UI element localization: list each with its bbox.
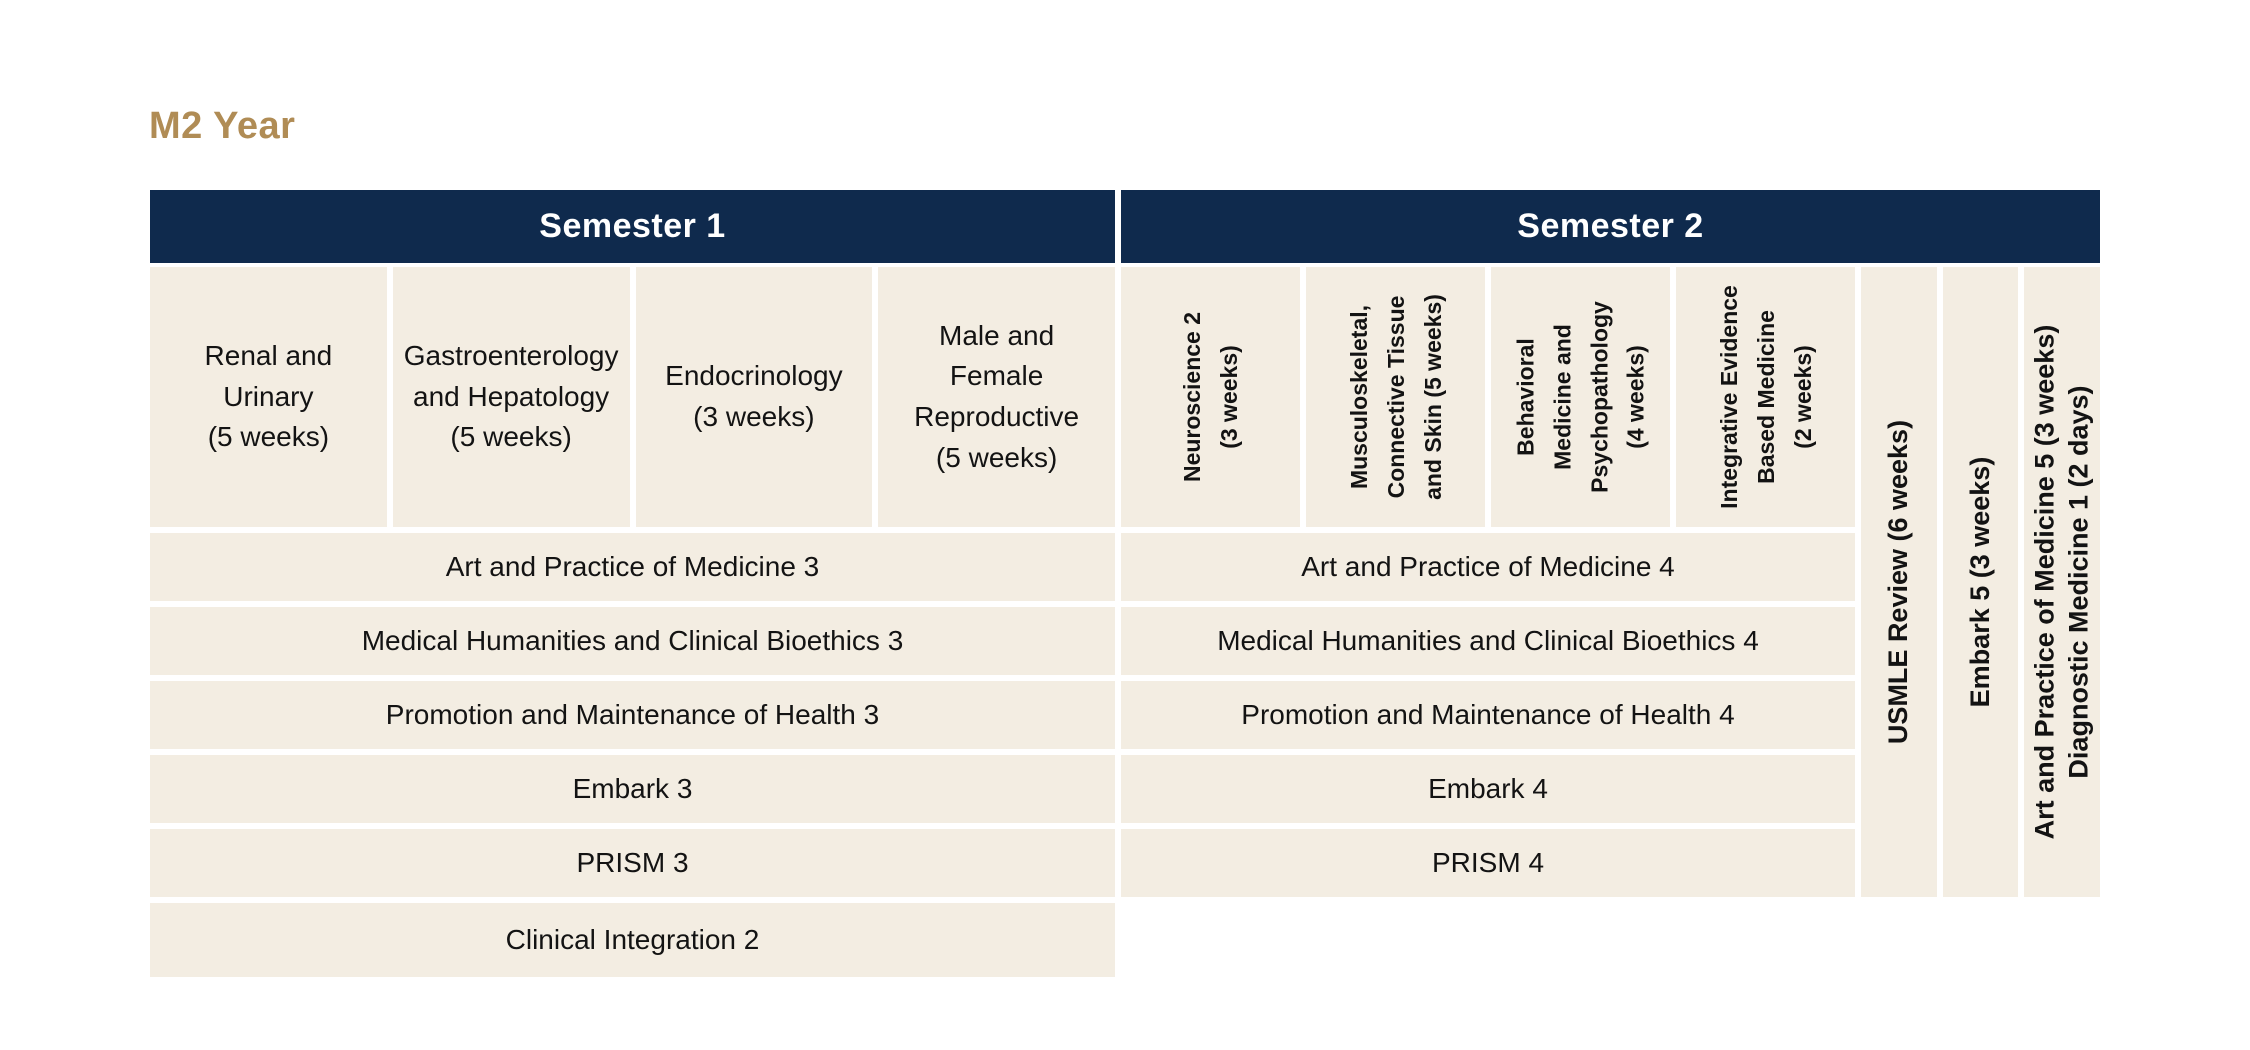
page-title: M2 Year bbox=[149, 105, 296, 147]
schedule-table: Semester 1 Renal and Urinary (5 weeks) G… bbox=[150, 190, 2101, 977]
course-row-promotion-and-maintenance-of-health-4: Promotion and Maintenance of Health 4 bbox=[1121, 681, 1855, 749]
semester-1-header: Semester 1 bbox=[150, 190, 1115, 263]
course-row-art-and-practice-of-medicine-3: Art and Practice of Medicine 3 bbox=[150, 533, 1115, 601]
course-cell-neuroscience-2: Neuroscience 2 (3 weeks) bbox=[1121, 267, 1300, 527]
semester-2-header: Semester 2 bbox=[1121, 190, 2100, 263]
course-row-art-and-practice-of-medicine-4: Art and Practice of Medicine 4 bbox=[1121, 533, 1855, 601]
course-row-medical-humanities-and-clinical-bioethics-4: Medical Humanities and Clinical Bioethic… bbox=[1121, 607, 1855, 675]
course-row-clinical-integration-2: Clinical Integration 2 bbox=[150, 903, 1115, 977]
course-row-promotion-and-maintenance-of-health-3: Promotion and Maintenance of Health 3 bbox=[150, 681, 1115, 749]
course-row-embark-4: Embark 4 bbox=[1121, 755, 1855, 823]
course-cell-gastroenterology-and-hepatology: Gastroenterology and Hepatology (5 weeks… bbox=[392, 267, 630, 527]
semester-2-course-blocks: Neuroscience 2 (3 weeks) Musculoskeletal… bbox=[1121, 267, 1855, 527]
semester-1-course-blocks: Renal and Urinary (5 weeks) Gastroentero… bbox=[150, 267, 1115, 527]
course-row-prism-3: PRISM 3 bbox=[150, 829, 1115, 897]
course-row-prism-4: PRISM 4 bbox=[1121, 829, 1855, 897]
course-cell-integrative-evidence-based-medicine: Integrative Evidence Based Medicine (2 w… bbox=[1676, 267, 1855, 527]
semester-1-section: Semester 1 Renal and Urinary (5 weeks) G… bbox=[150, 190, 1115, 977]
course-cell-endocrinology: Endocrinology (3 weeks) bbox=[635, 267, 873, 527]
course-cell-male-and-female-reproductive: Male and Female Reproductive (5 weeks) bbox=[878, 267, 1115, 527]
course-cell-behavioral-medicine-psychopathology: Behavioral Medicine and Psychopathology … bbox=[1491, 267, 1670, 527]
course-cell-musculoskeletal-connective-tissue-skin: Musculoskeletal, Connective Tissue and S… bbox=[1306, 267, 1485, 527]
semester-2-section: Semester 2 Neuroscience 2 (3 weeks) Musc… bbox=[1121, 190, 2101, 977]
semester-2-body: Neuroscience 2 (3 weeks) Musculoskeletal… bbox=[1121, 267, 2101, 897]
course-column-embark-5: Embark 5 (3 weeks) bbox=[1942, 267, 2019, 897]
course-cell-renal-and-urinary: Renal and Urinary (5 weeks) bbox=[150, 267, 387, 527]
course-row-embark-3: Embark 3 bbox=[150, 755, 1115, 823]
semester-2-side-columns: USMLE Review (6 weeks) Embark 5 (3 weeks… bbox=[1861, 267, 2101, 897]
course-column-usmle-review: USMLE Review (6 weeks) bbox=[1861, 267, 1937, 897]
course-column-apm5-diagnostic-medicine-1: Art and Practice of Medicine 5 (3 weeks)… bbox=[2024, 267, 2101, 897]
course-row-medical-humanities-and-clinical-bioethics-3: Medical Humanities and Clinical Bioethic… bbox=[150, 607, 1115, 675]
semester-2-main-columns: Neuroscience 2 (3 weeks) Musculoskeletal… bbox=[1121, 267, 1855, 897]
